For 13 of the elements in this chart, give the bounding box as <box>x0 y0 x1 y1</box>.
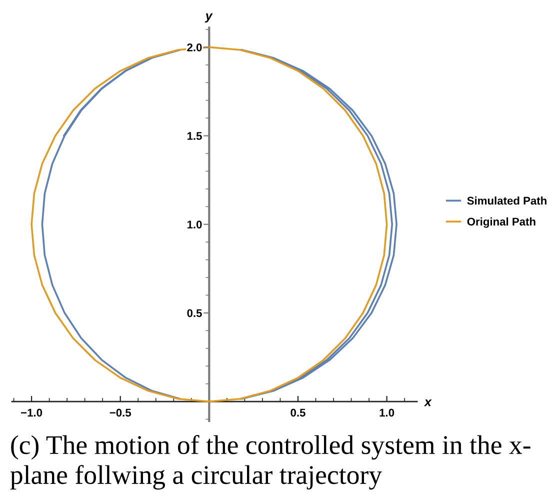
text: (c) The motion of the controlled system in the x- plane follwing a circular trajectory <box>10 435 530 490</box>
x-tick-label: 1.0 <box>380 408 394 417</box>
x-tick-label: −0.5 <box>110 408 132 417</box>
y-tick-label: 0.5 <box>187 309 202 318</box>
legend-label: Original Path <box>467 217 536 228</box>
y-tick-label: 1.0 <box>187 220 202 228</box>
y-tick-label: 2.0 <box>187 43 202 52</box>
legend-label: Simulated Path <box>467 196 546 205</box>
y-tick-label: 1.5 <box>187 132 202 140</box>
x-axis-title: x <box>424 400 432 406</box>
y-axis-title: y <box>204 13 213 23</box>
x-tick-label: 0.5 <box>290 408 306 417</box>
x-tick-label: −1.0 <box>21 408 42 417</box>
